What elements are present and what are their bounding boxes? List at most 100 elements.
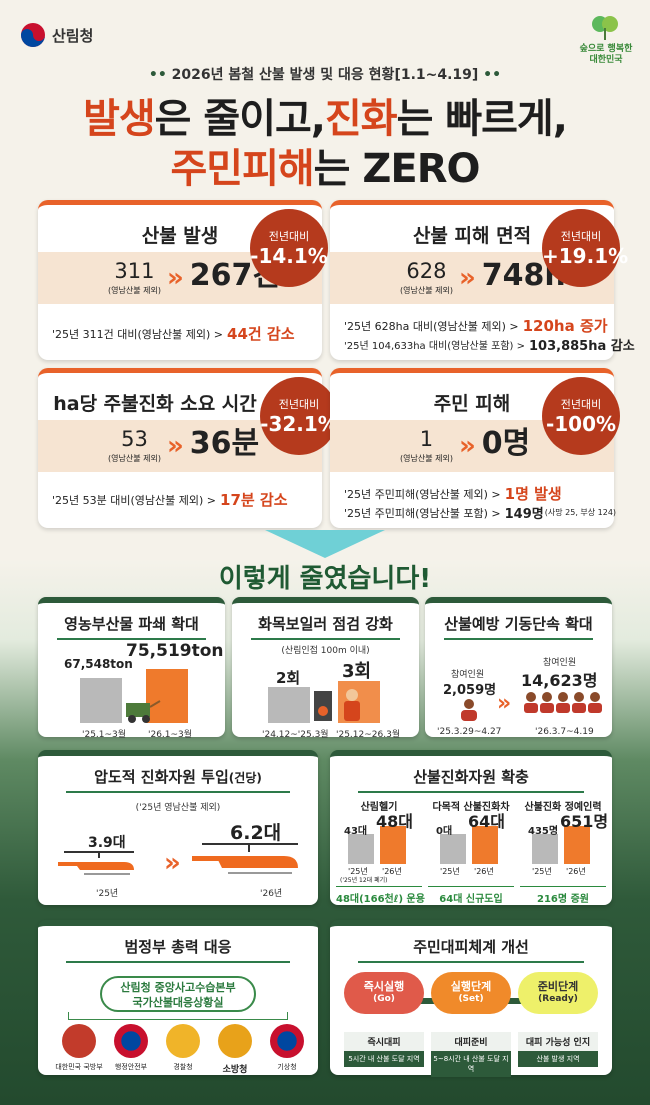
bar-before xyxy=(268,687,310,723)
stage-box: 대피 가능성 인지 산불 발생 지역 xyxy=(518,1032,598,1067)
badge-label: 전년대비 xyxy=(268,230,310,243)
before-value: 311 xyxy=(114,259,155,283)
stage-code: (Ready) xyxy=(538,994,578,1004)
agency: 행정안전부 xyxy=(106,1024,156,1072)
logo-emblem xyxy=(21,23,45,47)
bar-before xyxy=(532,834,558,864)
detail-text: '25년 53분 대비(영남산불 제외) > xyxy=(52,493,217,507)
headline-part: 는 ZERO xyxy=(313,146,481,192)
card-title: 주민 피해 xyxy=(433,393,511,415)
stage-area: 5시간 내 산불 도달 지역 xyxy=(344,1051,424,1067)
stage-box: 대피준비 5~8시간 내 산불 도달 지역 xyxy=(431,1032,511,1077)
period: '26.3.7~4.19 xyxy=(535,727,594,737)
badge-value: -32.1% xyxy=(260,412,338,436)
panel-subtitle: (산림인접 100m 이내) xyxy=(281,646,370,656)
helicopter-icon xyxy=(192,843,298,874)
headline-part: 진화 xyxy=(325,96,398,142)
stage-code: (Set) xyxy=(458,994,484,1004)
panel: 범정부 총력 대응 산림청 중앙사고수습본부 국가산불대응상황실 대한민국 국방부… xyxy=(38,920,318,1075)
before-note: (영남산불 제외) xyxy=(400,286,453,295)
logo-text: 산림청 xyxy=(52,27,94,45)
bar-after xyxy=(380,826,406,864)
year: '26년 xyxy=(260,889,283,899)
people-icon xyxy=(524,692,602,713)
bar-before xyxy=(440,834,466,864)
agency: 경찰청 xyxy=(158,1024,208,1072)
panel-title: 주민대피체계 개선 xyxy=(330,936,612,963)
hub-box: 산림청 중앙사고수습본부 국가산불대응상황실 xyxy=(100,976,256,1012)
before-value: 2,059명 xyxy=(443,683,497,698)
agency-name: 소방청 xyxy=(222,1065,248,1075)
panel: 압도적 진화자원 투입(건당) ('25년 영남산불 제외) 3.9대 6.2대… xyxy=(38,750,318,905)
before-value: 0대 xyxy=(436,826,453,837)
agency: 대한민국 국방부 xyxy=(54,1024,104,1072)
hub-line: 국가산불대응상황실 xyxy=(132,996,224,1009)
bar-after xyxy=(472,826,498,864)
panel-title: 범정부 총력 대응 xyxy=(38,936,318,963)
summary-card: ha당 주불진화 소요 시간 53 (영남산불 제외)» 36분 '25년 53분 … xyxy=(38,368,338,528)
label: 참여인원 xyxy=(543,658,577,668)
headline: 발생은 줄이고,진화는 빠르게, xyxy=(0,86,650,144)
badge: 전년대비 -32.1% xyxy=(260,377,338,455)
before-value: 43대 xyxy=(344,826,368,837)
before-value: 1 xyxy=(419,427,434,451)
card-title: ha당 주불진화 소요 시간 xyxy=(53,393,257,415)
period: '25.1~3월 xyxy=(82,730,127,740)
summary-card: 산불 피해 면적 628 (영남산불 제외)» 748ha '25년 628ha 대… xyxy=(330,200,635,360)
panel-title: 압도적 진화자원 투입 xyxy=(94,768,229,786)
detail-result: 1명 발생 xyxy=(504,485,562,503)
detail-text: '25년 주민피해(영남산불 포함) > xyxy=(344,506,501,520)
detail-text: '25년 104,633ha 대비(영남산불 포함) > xyxy=(344,341,525,352)
before-note: (영남산불 제외) xyxy=(108,286,161,295)
year: '26년 xyxy=(474,867,494,876)
year: '25년 xyxy=(532,867,552,876)
period-text: 2026년 봄철 산불 발생 및 대응 현황[1.1~4.19] xyxy=(171,67,479,83)
detail-result: 44건 감소 xyxy=(227,325,295,343)
panel-note: ('25년 영남산불 제외) xyxy=(135,803,221,813)
badge-value: +19.1% xyxy=(542,244,629,268)
headline-part: 는 빠르게, xyxy=(396,96,568,142)
panel-title: 화목보일러 점검 강화 xyxy=(232,613,419,640)
stage-area: 산불 발생 지역 xyxy=(518,1051,598,1067)
detail-result: 17분 감소 xyxy=(220,491,288,509)
bar-after xyxy=(146,669,188,723)
before-value: 67,548ton xyxy=(64,657,133,671)
period: '24.12~'25.3월 xyxy=(262,730,329,740)
before-value: 628 xyxy=(406,259,447,283)
detail-result: 149명 xyxy=(504,507,544,522)
year: '25년 xyxy=(440,867,460,876)
stage-action: 대피 가능성 인지 xyxy=(518,1032,598,1051)
headline-part: 발생 xyxy=(83,96,156,142)
after-value: 6.2대 xyxy=(230,822,282,844)
period-title: •• 2026년 봄철 산불 발생 및 대응 현황[1.1~4.19] •• xyxy=(148,67,502,83)
slogan-line: 숲으로 행복한 xyxy=(579,44,633,54)
panel: 화목보일러 점검 강화 (산림인접 100m 이내) 2회 3회 '24.12~… xyxy=(232,597,419,740)
detail-result: 120ha 증가 xyxy=(522,317,608,335)
after-value: 651명 xyxy=(560,812,609,831)
slogan-icon xyxy=(592,16,618,40)
summary-card: 주민 피해 1 (영남산불 제외)» 0명 '25년 주민피해(영남산불 제외) >… xyxy=(330,368,620,528)
agency-name: 기상청 xyxy=(277,1063,297,1071)
stage-area: 5~8시간 내 산불 도달 지역 xyxy=(431,1051,511,1077)
after-value: 48대 xyxy=(376,812,413,831)
connector xyxy=(68,1012,288,1020)
after-value: 3회 xyxy=(342,661,372,682)
badge: 전년대비 -100% xyxy=(542,377,620,455)
agency: 소방청 xyxy=(210,1024,260,1075)
headline-part: 은 줄이고, xyxy=(154,96,326,142)
card-title: 산불 발생 xyxy=(141,225,219,247)
stage-pill: 즉시실행 (Go) xyxy=(344,972,424,1014)
period: '25.3.29~4.27 xyxy=(437,727,502,737)
year: '25년 xyxy=(96,889,119,899)
stage-name: 실행단계 xyxy=(450,980,492,993)
panel-title-wrap: 압도적 진화자원 투입(건당) xyxy=(38,766,318,793)
badge: 전년대비 +19.1% xyxy=(542,209,629,287)
card-band: 628 (영남산불 제외)» 748ha xyxy=(330,252,614,304)
shredder-icon xyxy=(126,700,161,723)
column-note: ('25년 12대 폐기) xyxy=(340,877,388,884)
panel: 산불진화자원 확충 산림헬기 43대 48대 '25년 '26년 ('25년 12대 폐기… xyxy=(330,750,612,905)
year: '26년 xyxy=(566,867,586,876)
person-icon xyxy=(461,699,477,721)
